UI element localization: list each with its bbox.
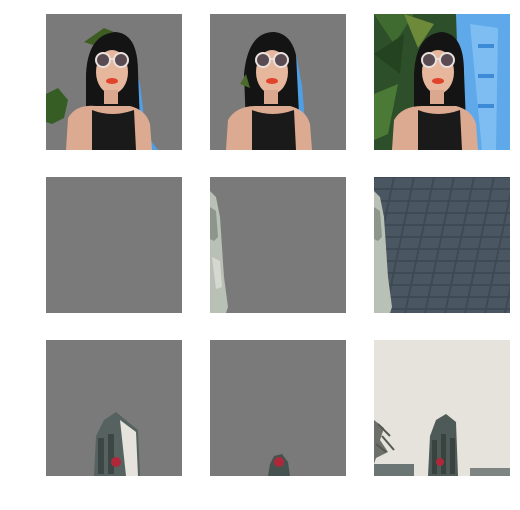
street-masked-empty-image [46,177,182,313]
tile-woman-masked-foreground [46,14,182,150]
tower-masked-building-image [46,340,182,476]
woman-masked-foreground-image [46,14,182,150]
street-original-image [374,177,510,313]
woman-original-image [374,14,510,150]
tile-tower-masked-top [210,340,346,476]
tower-original-image [374,340,510,476]
tile-tower-masked-building [46,340,182,476]
tile-woman-original [374,14,510,150]
tile-tower-original [374,340,510,476]
tile-woman-masked-tight [210,14,346,150]
tile-street-original [374,177,510,313]
woman-masked-tight-image [210,14,346,150]
tile-street-masked-edge-figure [210,177,346,313]
street-masked-edge-figure-image [210,177,346,313]
tile-street-masked-empty [46,177,182,313]
tower-masked-top-image [210,340,346,476]
